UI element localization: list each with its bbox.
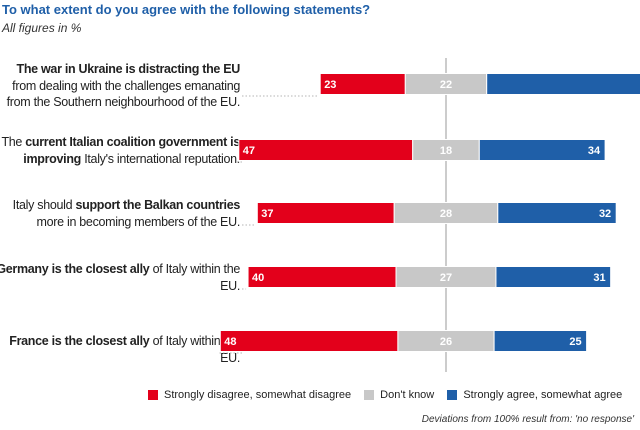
row-label-bold-text: France is the closest ally xyxy=(9,334,150,348)
row-label-text: of Italy within the EU. xyxy=(149,262,241,293)
bar-agree xyxy=(497,202,617,224)
legend-label-disagree: Strongly disagree, somewhat disagree xyxy=(164,389,352,401)
legend-label-agree: Strongly agree, somewhat agree xyxy=(463,389,623,401)
bar-disagree xyxy=(247,266,397,288)
bar-dont-know-value-label: 27 xyxy=(440,272,452,284)
bar-agree-value-label: 32 xyxy=(599,208,611,220)
legend-swatch-agree xyxy=(447,390,458,400)
row-label-text: The xyxy=(1,135,26,149)
legend-item-dont-know: Don't know xyxy=(364,389,434,401)
bar-agree xyxy=(478,139,606,161)
bar-agree xyxy=(486,73,640,95)
row-label: France is the closest ally of Italy with… xyxy=(0,333,240,366)
row-label-text: from dealing with the challenges emanati… xyxy=(6,78,241,110)
bar-dont-know-value-label: 28 xyxy=(440,208,452,220)
row-label-bold-text: support the Balkan countries xyxy=(75,198,240,212)
legend-swatch-disagree xyxy=(148,390,158,400)
row-label-text: of Italy within the EU. xyxy=(149,334,241,365)
bar-disagree-value-label: 48 xyxy=(224,336,236,348)
row-label: Italy should support the Balkan countrie… xyxy=(0,197,241,230)
legend-item-agree: Strongly agree, somewhat agree xyxy=(447,389,622,401)
bar-agree xyxy=(493,330,588,352)
legend-item-disagree: Strongly disagree, somewhat disagree xyxy=(148,389,351,401)
row-label-bold-text: current Italian coalition government is … xyxy=(23,135,240,166)
legend-swatch-dont-know xyxy=(364,390,375,400)
row-label-text: more in becoming members of the EU. xyxy=(36,214,241,229)
bar-agree-value-label: 34 xyxy=(588,145,601,157)
footnote: Deviations from 100% result from: 'no re… xyxy=(421,414,634,425)
chart-title: To what extent do you agree with the fol… xyxy=(2,2,371,17)
legend-label-dont-know: Don't know xyxy=(380,389,435,401)
bar-disagree xyxy=(219,330,399,352)
row-label-text: Italy's international reputation. xyxy=(81,151,240,166)
row-label: The war in Ukraine is distracting the EU… xyxy=(0,61,241,111)
bar-agree-value-label: 25 xyxy=(569,336,581,348)
row-label: The current Italian coalition government… xyxy=(0,134,240,167)
bar-dont-know-value-label: 26 xyxy=(440,336,452,348)
bar-disagree-value-label: 37 xyxy=(261,208,273,220)
bar-dont-know-value-label: 22 xyxy=(440,79,452,91)
row-label: Germany is the closest ally of Italy wit… xyxy=(0,261,240,294)
bar-disagree-value-label: 47 xyxy=(243,145,255,157)
row-label-bold-text: Germany is the closest ally xyxy=(0,262,150,276)
bar-disagree xyxy=(256,202,395,224)
bar-agree xyxy=(495,266,612,288)
bar-disagree-value-label: 23 xyxy=(324,79,336,91)
bar-agree-value-label: 31 xyxy=(593,272,605,284)
legend: Strongly disagree, somewhat disagree Don… xyxy=(148,389,632,403)
chart-subtitle: All figures in % xyxy=(2,21,82,35)
bar-disagree-value-label: 40 xyxy=(252,272,264,284)
bar-disagree xyxy=(238,139,414,161)
bar-dont-know-value-label: 18 xyxy=(440,145,452,157)
row-label-text: Italy should xyxy=(12,198,76,212)
row-label-bold-text: The war in Ukraine is distracting the EU xyxy=(16,62,241,76)
